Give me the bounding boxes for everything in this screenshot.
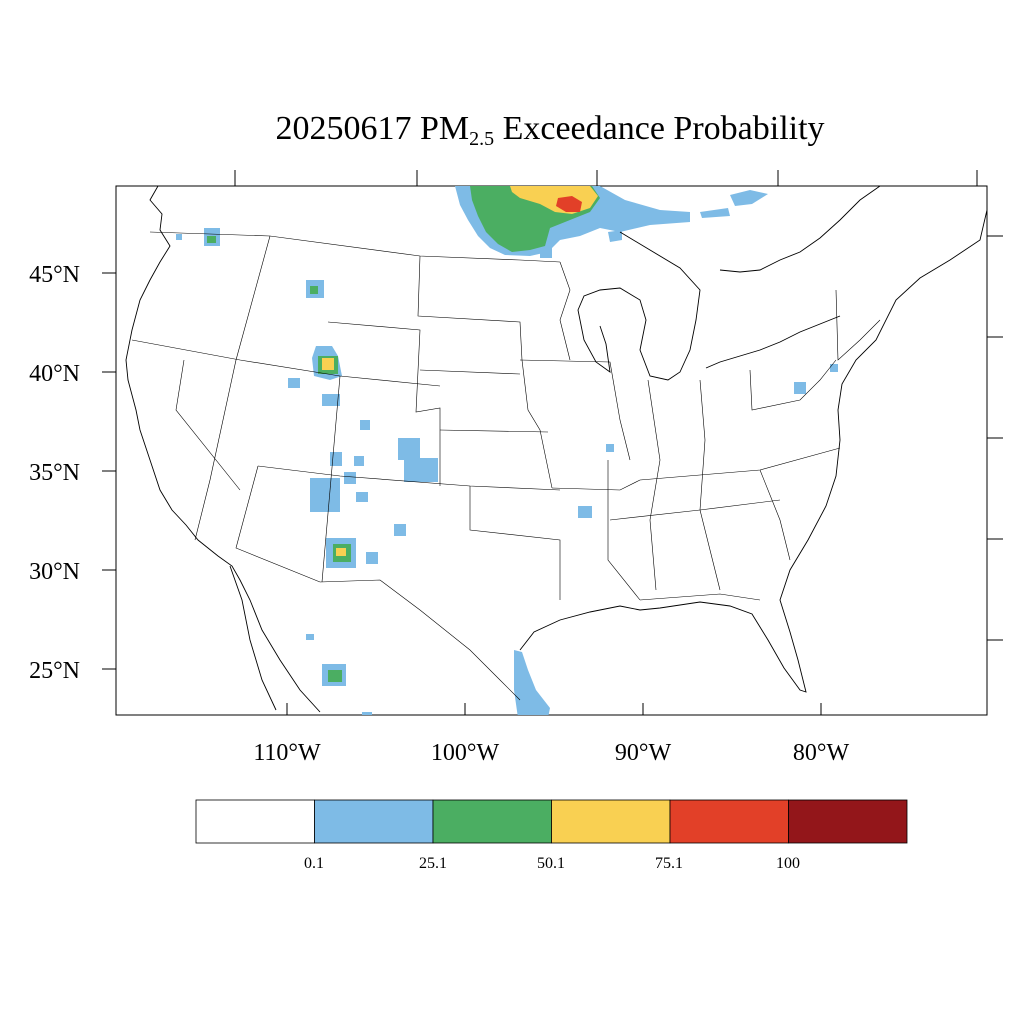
lat-label-25: 25°N <box>29 658 80 684</box>
lat-label-40: 40°N <box>29 361 80 387</box>
colorbar-box-3 <box>551 799 671 844</box>
probability-plume-north <box>455 186 768 258</box>
right-ticks <box>987 235 1003 641</box>
coastlines <box>125 186 987 713</box>
colorbar-label-50.1: 50.1 <box>537 855 565 872</box>
lon-label-100: 100°W <box>431 740 500 766</box>
map-content <box>125 186 987 715</box>
state-borders <box>131 231 881 701</box>
colorbar-box-4 <box>669 799 789 844</box>
lat-label-30: 30°N <box>29 559 80 585</box>
left-ticks <box>102 272 116 670</box>
colorbar-box-2 <box>432 799 552 844</box>
colorbar-box-5 <box>788 799 908 844</box>
lat-label-45: 45°N <box>29 262 80 288</box>
colorbar-label-0.1: 0.1 <box>304 855 324 872</box>
colorbar <box>195 799 908 844</box>
probability-fires-west <box>176 228 838 715</box>
map-frame <box>115 185 988 716</box>
lon-label-80: 80°W <box>793 740 850 766</box>
lon-label-90: 90°W <box>615 740 672 766</box>
lat-label-35: 35°N <box>29 460 80 486</box>
colorbar-label-100: 100 <box>776 855 800 872</box>
colorbar-box-1 <box>314 799 434 844</box>
colorbar-label-25.1: 25.1 <box>419 855 447 872</box>
bottom-ticks <box>286 703 822 715</box>
top-ticks <box>234 170 978 186</box>
lon-label-110: 110°W <box>253 740 321 766</box>
map-title: 20250617 PM2.5 Exceedance Probability <box>275 110 825 150</box>
colorbar-box-0 <box>195 799 315 844</box>
colorbar-label-75.1: 75.1 <box>655 855 683 872</box>
